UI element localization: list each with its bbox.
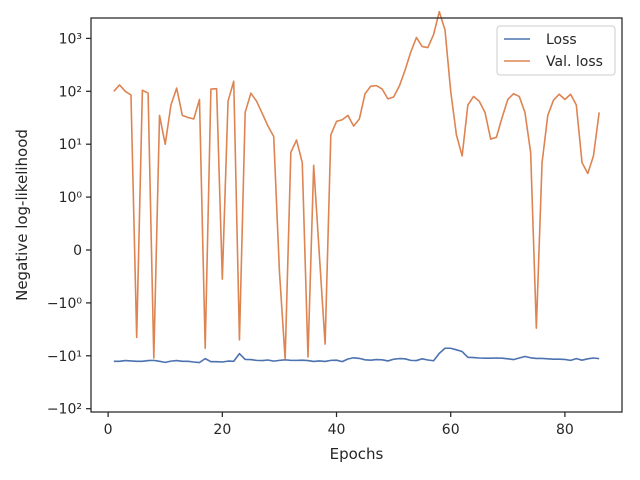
plot-frame: [90, 17, 623, 413]
y-tick-label: 10¹: [59, 137, 82, 153]
series-line-loss: [113, 347, 600, 364]
legend-label-val-loss: Val. loss: [546, 54, 603, 70]
plot-lines: [113, 10, 600, 364]
x-axis-label: Epochs: [330, 445, 384, 463]
x-tick-label: 60: [442, 422, 460, 438]
x-tick-label: 20: [213, 422, 231, 438]
y-axis: −10² −10¹ −10⁰ 0 10⁰ 10¹ 10² 10³: [47, 31, 91, 418]
y-tick-label: 10²: [59, 84, 82, 100]
legend-label-loss: Loss: [546, 32, 577, 48]
legend: Loss Val. loss: [496, 25, 616, 76]
y-tick-label: −10¹: [47, 349, 82, 365]
y-tick-label: 0: [73, 243, 82, 259]
y-tick-label: −10²: [47, 402, 82, 418]
x-tick-label: 0: [104, 422, 113, 438]
x-axis: 0 20 40 60 80: [104, 412, 574, 438]
y-tick-label: −10⁰: [47, 296, 83, 312]
y-axis-label: Negative log-likelihood: [13, 129, 31, 301]
series-line-val-loss: [113, 10, 600, 360]
x-tick-label: 80: [556, 422, 574, 438]
x-tick-label: 40: [328, 422, 346, 438]
y-tick-label: 10⁰: [59, 190, 83, 206]
y-tick-label: 10³: [59, 31, 82, 47]
